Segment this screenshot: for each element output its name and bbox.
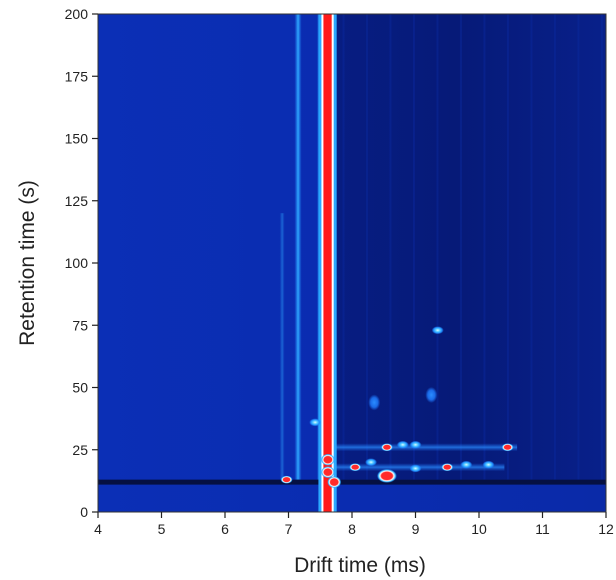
y-tick-label: 75 [72,317,88,333]
x-tick-label: 11 [535,521,550,537]
y-tick-label: 125 [65,193,89,209]
dark-region-texture [577,14,580,480]
vertical-streak [279,213,285,480]
x-tick-label: 9 [412,521,420,537]
peak [441,463,454,472]
dark-region-texture [459,14,462,480]
peak [482,460,495,469]
y-tick-label: 50 [72,380,88,396]
peak [368,394,381,411]
y-tick-label: 100 [65,255,89,271]
x-tick-label: 6 [221,521,229,537]
peak [349,463,362,472]
dark-region-texture [600,14,603,480]
x-tick-label: 10 [471,521,487,537]
axes: 4 5 6 7 8 9 10 11 12 0 25 50 75 100 125 150 175 200 Drift … [16,6,614,577]
y-tick-label: 25 [72,442,88,458]
peak [409,440,422,449]
x-tick-label: 12 [598,521,614,537]
plot-area [98,14,606,512]
dark-region-texture [342,14,345,480]
peak [327,476,342,489]
peak [425,386,438,403]
peak [409,464,422,473]
peak [365,458,378,467]
x-tick-label: 4 [94,521,102,537]
vertical-streak [294,14,302,480]
y-tick-label: 0 [80,504,88,520]
peak [431,326,444,335]
dark-region-texture [365,14,368,480]
dark-region-texture [530,14,533,480]
reactant-ion-peak [323,14,332,512]
dark-region-texture [412,14,415,480]
horizontal-streak [332,443,518,452]
peak [280,475,293,484]
peak [501,443,514,452]
dark-region-texture [553,14,556,480]
dark-region-texture [436,14,439,480]
dark-region-texture [389,14,392,480]
dark-band [98,479,606,485]
dark-region-texture [506,14,509,480]
peak [320,453,335,466]
y-tick-label: 175 [65,68,89,84]
x-axis-title: Drift time (ms) [294,554,426,577]
peak [309,418,322,427]
x-tick-label: 8 [348,521,356,537]
x-tick-label: 7 [285,521,293,537]
y-axis-title: Retention time (s) [16,180,39,346]
peak [380,443,393,452]
dark-region-texture [483,14,486,480]
y-tick-label: 200 [65,6,89,22]
peak [376,468,397,483]
peak [396,440,409,449]
peak [460,460,473,469]
y-tick-label: 150 [65,131,89,147]
x-tick-label: 5 [158,521,166,537]
peak [320,466,335,479]
